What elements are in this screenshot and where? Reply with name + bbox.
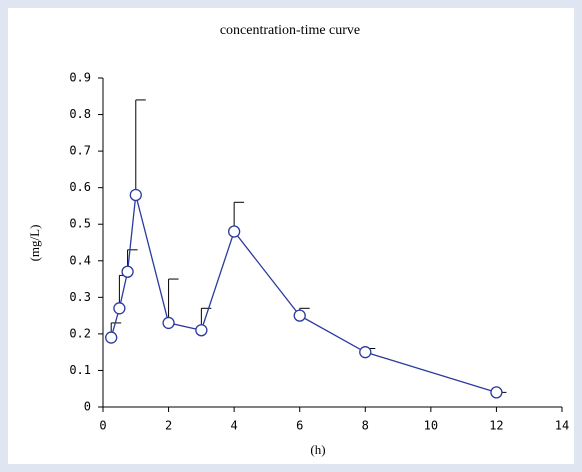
x-axis-label: (h) xyxy=(310,442,325,457)
marker xyxy=(293,309,306,322)
y-tick-label: 0.6 xyxy=(69,180,91,194)
marker xyxy=(162,316,175,330)
marker xyxy=(113,302,126,315)
marker xyxy=(121,265,134,278)
marker xyxy=(490,386,503,399)
y-tick-label: 0.4 xyxy=(69,253,91,267)
marker xyxy=(129,188,142,202)
chart-title: concentration-time curve xyxy=(220,23,360,38)
x-tick-label: 10 xyxy=(424,419,438,433)
y-axis-label: (mg/L) xyxy=(27,225,42,262)
y-tick-label: 0.9 xyxy=(69,71,91,85)
x-tick-label: 0 xyxy=(99,419,106,433)
x-tick-label: 14 xyxy=(555,419,569,433)
marker xyxy=(359,346,372,359)
y-tick-label: 0.1 xyxy=(69,363,91,377)
error-bar xyxy=(135,99,146,195)
x-tick-label: 8 xyxy=(362,419,369,433)
x-tick-label: 2 xyxy=(165,419,172,433)
y-tick-label: 0 xyxy=(84,400,91,414)
y-tick-label: 0.8 xyxy=(69,107,91,121)
error-bar xyxy=(168,278,179,323)
x-tick-label: 4 xyxy=(231,419,238,433)
marker xyxy=(227,225,241,238)
y-tick-label: 0.7 xyxy=(69,144,91,158)
series-line xyxy=(110,194,497,393)
x-tick-label: 12 xyxy=(489,419,503,433)
marker xyxy=(105,331,118,344)
y-tick-label: 0.5 xyxy=(69,217,91,231)
x-tick-label: 6 xyxy=(296,419,303,433)
y-tick-label: 0.3 xyxy=(69,290,91,304)
panel xyxy=(8,8,574,464)
y-tick-label: 0.2 xyxy=(69,326,91,340)
marker xyxy=(195,324,208,337)
